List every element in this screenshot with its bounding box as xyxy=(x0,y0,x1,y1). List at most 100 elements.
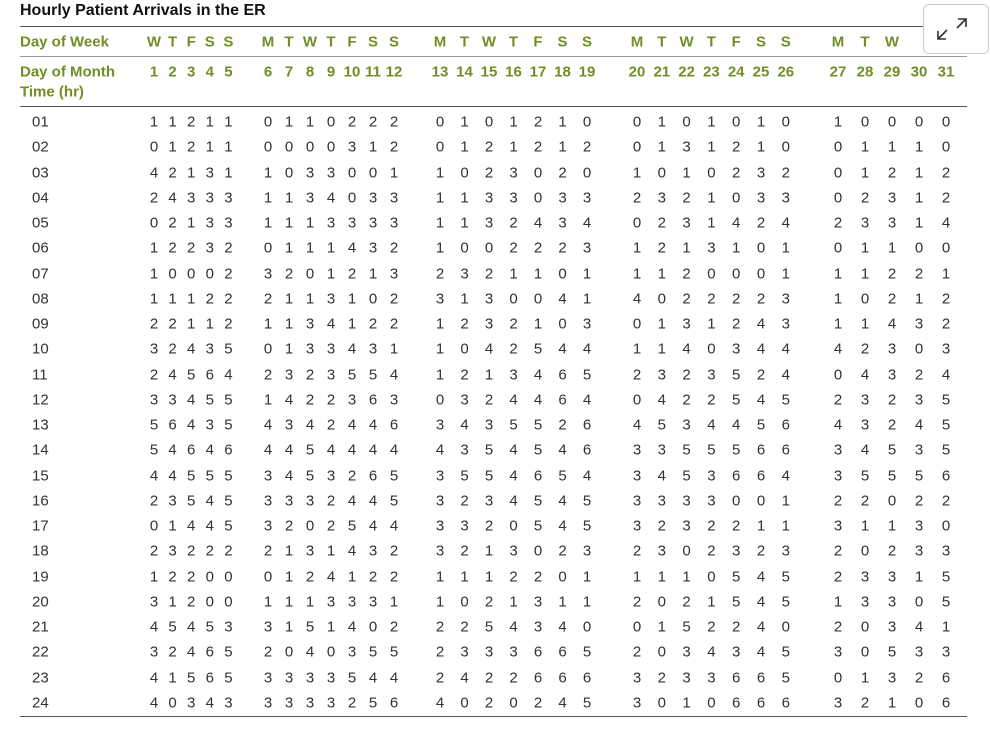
arrival-count: 3 xyxy=(833,643,843,661)
arrival-count: 3 xyxy=(533,618,543,636)
arrival-count: 0 xyxy=(887,492,897,510)
arrival-count: 0 xyxy=(941,138,951,156)
arrival-count: 2 xyxy=(657,517,666,535)
arrival-count: 1 xyxy=(284,290,294,308)
arrival-count: 3 xyxy=(224,214,233,232)
arrival-count: 0 xyxy=(168,265,177,283)
arrival-count: 2 xyxy=(833,214,843,232)
arrival-count: 4 xyxy=(368,669,378,687)
arrival-count: 5 xyxy=(781,593,790,611)
arrival-count: 0 xyxy=(435,113,445,131)
arrival-count: 2 xyxy=(914,366,924,384)
day-of-week: M xyxy=(261,33,275,51)
arrival-count: 2 xyxy=(205,290,214,308)
arrival-count: 1 xyxy=(347,315,357,333)
arrival-count: 0 xyxy=(914,340,924,358)
arrival-count: 2 xyxy=(941,189,951,207)
arrival-count: 3 xyxy=(205,239,214,257)
arrival-count: 0 xyxy=(781,138,790,156)
arrival-count: 1 xyxy=(284,315,294,333)
arrival-count: 0 xyxy=(941,239,951,257)
arrival-count: 1 xyxy=(533,265,543,283)
arrival-count: 3 xyxy=(263,467,273,485)
arrival-count: 1 xyxy=(187,315,196,333)
arrival-count: 5 xyxy=(187,467,196,485)
arrival-count: 3 xyxy=(914,391,924,409)
arrival-count: 4 xyxy=(284,391,294,409)
expand-button[interactable] xyxy=(923,4,989,54)
arrival-count: 3 xyxy=(484,492,494,510)
arrival-count: 4 xyxy=(887,315,897,333)
arrival-count: 6 xyxy=(941,694,951,712)
arrival-count: 5 xyxy=(887,441,897,459)
arrival-count: 1 xyxy=(860,315,870,333)
arrival-count: 0 xyxy=(756,492,766,510)
arrival-count: 2 xyxy=(484,164,494,182)
arrival-count: 4 xyxy=(558,441,567,459)
arrival-count: 3 xyxy=(484,189,494,207)
arrival-count: 4 xyxy=(756,568,766,586)
arrival-count: 2 xyxy=(833,391,843,409)
arrival-count: 1 xyxy=(389,340,399,358)
arrival-count: 6 xyxy=(732,694,741,712)
arrival-count: 0 xyxy=(224,593,233,611)
arrival-count: 3 xyxy=(326,694,336,712)
arrival-count: 1 xyxy=(187,214,196,232)
arrival-count: 4 xyxy=(187,391,196,409)
arrival-count: 1 xyxy=(305,290,315,308)
arrival-count: 0 xyxy=(582,113,592,131)
arrival-count: 3 xyxy=(205,416,214,434)
arrival-count: 0 xyxy=(263,138,273,156)
arrival-count: 1 xyxy=(368,265,378,283)
arrival-count: 4 xyxy=(224,366,233,384)
arrival-count: 4 xyxy=(657,391,666,409)
day-of-week: T xyxy=(168,33,178,51)
arrival-count: 0 xyxy=(582,164,592,182)
arrival-count: 3 xyxy=(887,593,897,611)
arrival-count: 5 xyxy=(347,366,357,384)
arrival-count: 3 xyxy=(833,467,843,485)
arrival-count: 2 xyxy=(484,669,494,687)
day-of-week: T xyxy=(326,33,336,51)
arrival-count: 4 xyxy=(558,618,567,636)
arrival-count: 1 xyxy=(707,138,716,156)
arrival-count: 4 xyxy=(389,441,399,459)
arrival-count: 1 xyxy=(326,265,336,283)
arrival-count: 3 xyxy=(435,416,445,434)
arrival-count: 2 xyxy=(224,542,233,560)
arrival-count: 3 xyxy=(756,164,766,182)
arrival-count: 4 xyxy=(263,441,273,459)
day-of-week: T xyxy=(706,33,716,51)
arrival-count: 3 xyxy=(305,340,315,358)
arrival-count: 2 xyxy=(460,492,469,510)
arrival-count: 2 xyxy=(860,340,870,358)
day-of-week: S xyxy=(388,33,400,51)
arrival-count: 5 xyxy=(941,441,951,459)
time-label: 24 xyxy=(32,694,49,712)
arrival-count: 4 xyxy=(833,416,843,434)
arrival-count: 1 xyxy=(707,593,716,611)
arrival-count: 5 xyxy=(887,467,897,485)
arrival-count: 2 xyxy=(187,138,196,156)
arrival-count: 1 xyxy=(833,290,843,308)
arrival-count: 1 xyxy=(682,239,691,257)
arrival-count: 1 xyxy=(435,340,445,358)
arrival-count: 1 xyxy=(914,189,924,207)
arrival-count: 0 xyxy=(509,694,518,712)
arrival-count: 2 xyxy=(326,517,336,535)
arrival-count: 1 xyxy=(284,593,294,611)
arrival-count: 3 xyxy=(205,189,214,207)
arrival-count: 3 xyxy=(887,618,897,636)
arrival-count: 0 xyxy=(558,568,567,586)
arrival-count: 3 xyxy=(632,517,642,535)
arrival-count: 1 xyxy=(682,164,691,182)
arrival-count: 4 xyxy=(781,340,790,358)
arrival-count: 1 xyxy=(263,593,273,611)
day-of-month: 3 xyxy=(187,63,196,81)
arrival-count: 4 xyxy=(781,214,790,232)
arrival-count: 1 xyxy=(781,239,790,257)
arrival-count: 1 xyxy=(484,542,494,560)
arrival-count: 3 xyxy=(860,391,870,409)
arrival-count: 1 xyxy=(914,164,924,182)
arrival-count: 4 xyxy=(326,315,336,333)
